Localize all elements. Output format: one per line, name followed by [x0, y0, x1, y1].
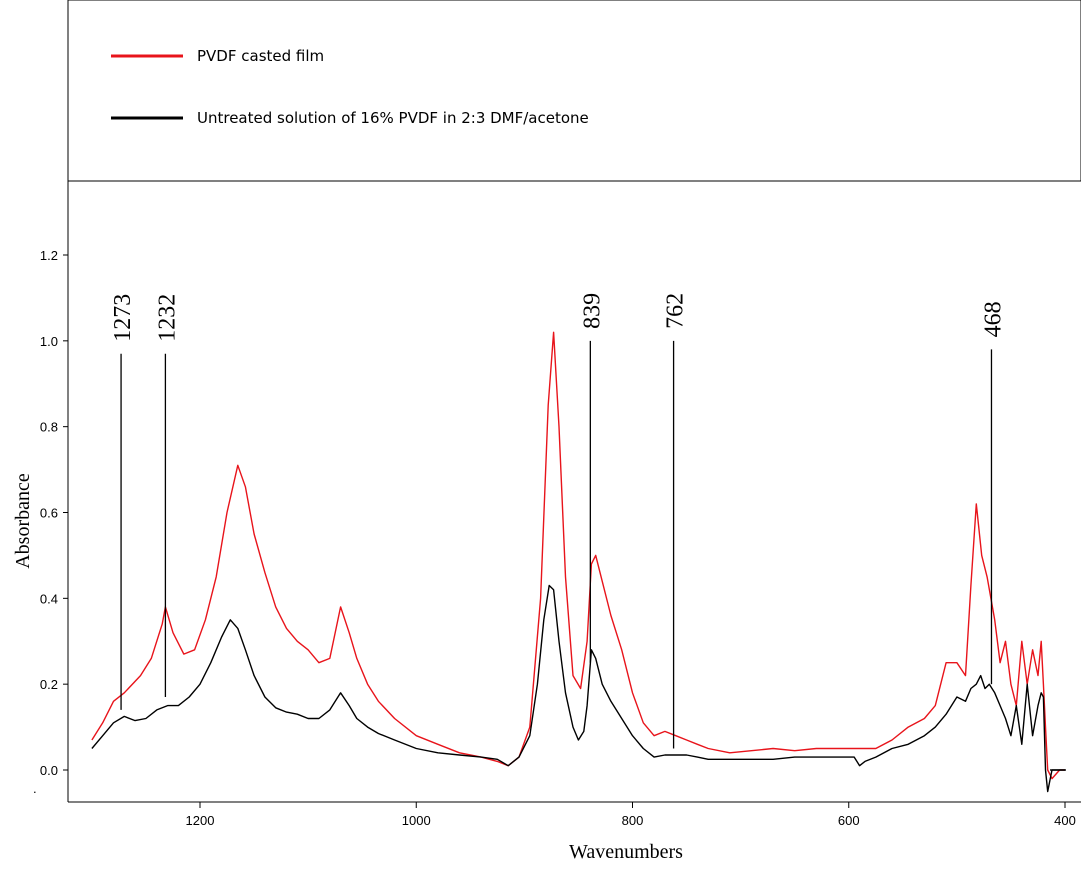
y-tick-label: 0.8	[40, 420, 58, 435]
stray-mark: .	[33, 781, 37, 796]
x-axis-title: Wavenumbers	[569, 841, 683, 863]
series-line-pvdf-film	[91, 331, 1065, 780]
y-tick-label: 1.2	[40, 248, 58, 263]
peak-label: 468	[980, 301, 1006, 337]
series-layer	[91, 331, 1066, 793]
x-tick-label: 1000	[402, 813, 431, 828]
y-axis-title: Absorbance	[12, 473, 34, 569]
legend: PVDF casted film Untreated solution of 1…	[67, 0, 1081, 182]
y-tick-label: 0.2	[40, 677, 58, 692]
x-tick-label: 400	[1054, 813, 1076, 828]
x-tick-label: 600	[838, 813, 860, 828]
peak-label: 839	[579, 293, 605, 329]
x-tick-label: 1200	[186, 813, 215, 828]
y-tick-label: 0.6	[40, 506, 58, 521]
series-line-untreated-solution	[91, 584, 1065, 793]
y-tick-label: 0.4	[40, 591, 58, 606]
y-tick-label: 0.0	[40, 763, 58, 778]
x-axis-ticks: 1200 1000 800 600 400	[186, 802, 1076, 828]
legend-label-untreated-solution: Untreated solution of 16% PVDF in 2:3 DM…	[197, 109, 589, 127]
peak-label: 762	[663, 293, 689, 329]
legend-box	[67, 0, 1081, 182]
peak-label: 1232	[154, 294, 180, 342]
peak-annotations: 1273 1232 839 762 468	[110, 293, 1006, 749]
legend-label-pvdf-film: PVDF casted film	[197, 47, 324, 65]
peak-label: 1273	[110, 294, 136, 342]
x-tick-label: 800	[622, 813, 644, 828]
y-axis-ticks: 0.0 0.2 0.4 0.6 0.8 1.0 1.2	[40, 248, 68, 778]
y-tick-label: 1.0	[40, 334, 58, 349]
